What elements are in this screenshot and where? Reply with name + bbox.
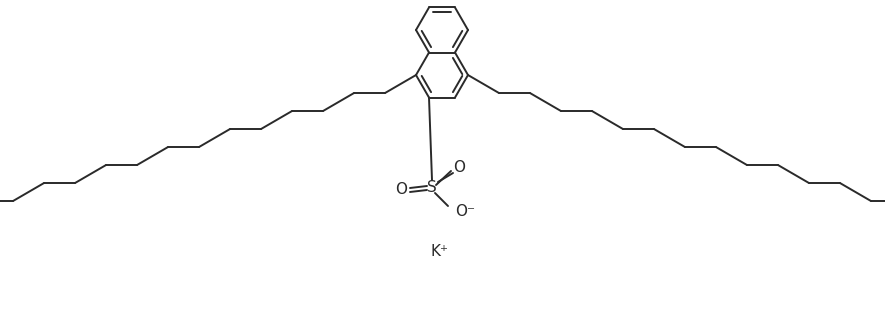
Text: O⁻: O⁻ bbox=[455, 204, 475, 219]
Text: K⁺: K⁺ bbox=[431, 244, 449, 259]
Text: S: S bbox=[427, 181, 437, 196]
Text: O: O bbox=[395, 182, 407, 197]
Text: O: O bbox=[453, 160, 465, 174]
